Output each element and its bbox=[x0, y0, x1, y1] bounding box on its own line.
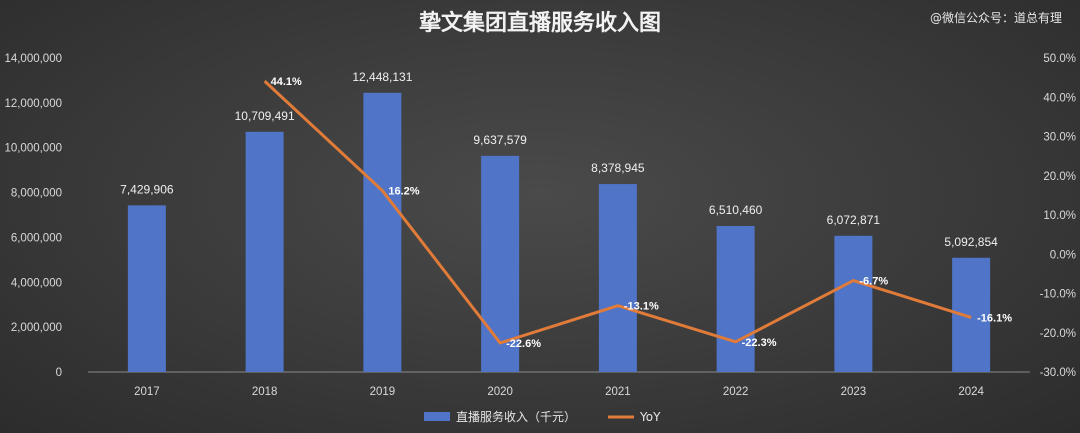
bar-value-label: 10,709,491 bbox=[235, 109, 295, 123]
yoy-value-label: -22.3% bbox=[742, 337, 777, 349]
yoy-value-label: -6.7% bbox=[859, 276, 888, 288]
yoy-value-label: -22.6% bbox=[506, 338, 541, 350]
x-tick-label: 2020 bbox=[487, 386, 513, 398]
left-tick-label: 4,000,000 bbox=[11, 277, 62, 289]
yoy-value-label: 16.2% bbox=[388, 186, 419, 198]
right-tick-label: 30.0% bbox=[1043, 132, 1076, 144]
right-tick-label: -10.0% bbox=[1040, 289, 1076, 301]
bar bbox=[598, 184, 637, 372]
yoy-value-label: -16.1% bbox=[977, 312, 1012, 324]
yoy-value-label: 44.1% bbox=[271, 76, 302, 88]
right-tick-label: -20.0% bbox=[1040, 328, 1076, 340]
yoy-series: 44.1% 16.2% -22.6% -13.1% -22.3% -6.7% -16.1% bbox=[263, 76, 1012, 350]
left-tick-label: 14,000,000 bbox=[4, 53, 62, 65]
left-tick-label: 6,000,000 bbox=[11, 232, 62, 244]
x-tick-label: 2017 bbox=[134, 386, 160, 398]
yoy-value-label: -13.1% bbox=[624, 301, 659, 313]
x-tick-label: 2019 bbox=[370, 386, 396, 398]
x-tick-label: 2018 bbox=[252, 386, 278, 398]
bar-value-label: 6,510,460 bbox=[709, 203, 763, 217]
left-axis: 0 2,000,000 4,000,000 6,000,000 8,000,000 10,… bbox=[4, 53, 62, 379]
right-tick-label: 40.0% bbox=[1043, 92, 1076, 104]
left-tick-label: 2,000,000 bbox=[11, 322, 62, 334]
left-tick-label: 10,000,000 bbox=[4, 143, 62, 155]
right-tick-label: -30.0% bbox=[1040, 367, 1076, 379]
bar bbox=[127, 205, 166, 372]
bar-value-label: 6,072,871 bbox=[827, 213, 881, 227]
bar-value-label: 8,378,945 bbox=[591, 161, 645, 175]
legend-bar-swatch bbox=[424, 412, 450, 421]
legend-bar-label: 直播服务收入（千元） bbox=[456, 409, 576, 424]
bar-value-label: 12,448,131 bbox=[352, 70, 412, 84]
x-tick-label: 2021 bbox=[605, 386, 631, 398]
legend: 直播服务收入（千元） YoY bbox=[424, 409, 661, 424]
left-tick-label: 0 bbox=[56, 367, 62, 379]
legend-line-label: YoY bbox=[639, 410, 661, 424]
x-tick-label: 2024 bbox=[958, 386, 984, 398]
right-tick-label: 0.0% bbox=[1050, 249, 1076, 261]
x-tick-label: 2022 bbox=[723, 386, 749, 398]
right-tick-label: 20.0% bbox=[1043, 171, 1076, 183]
left-tick-label: 12,000,000 bbox=[4, 98, 62, 110]
bar bbox=[716, 225, 755, 372]
bar-value-label: 7,429,906 bbox=[120, 182, 174, 196]
bar bbox=[834, 235, 873, 372]
left-tick-label: 8,000,000 bbox=[11, 188, 62, 200]
x-axis: 2017 2018 2019 2020 2021 2022 2023 2024 bbox=[134, 386, 984, 398]
chart-title: 挚文集团直播服务收入图 bbox=[419, 10, 661, 36]
bar bbox=[481, 155, 520, 372]
right-axis: -30.0% -20.0% -10.0% 0.0% 10.0% 20.0% 30.0% 40.… bbox=[1040, 53, 1076, 379]
bar-value-label: 5,092,854 bbox=[944, 235, 998, 249]
right-tick-label: 50.0% bbox=[1043, 53, 1076, 65]
yoy-line bbox=[263, 80, 972, 345]
bar-series: 7,429,906 10,709,491 12,448,131 9,637,579 8,… bbox=[120, 70, 998, 372]
right-tick-label: 10.0% bbox=[1043, 210, 1076, 222]
watermark-text: @微信公众号：道总有理 bbox=[930, 11, 1062, 25]
bar bbox=[363, 92, 402, 372]
bar-value-label: 9,637,579 bbox=[473, 133, 527, 147]
bar bbox=[245, 131, 284, 372]
x-tick-label: 2023 bbox=[841, 386, 867, 398]
